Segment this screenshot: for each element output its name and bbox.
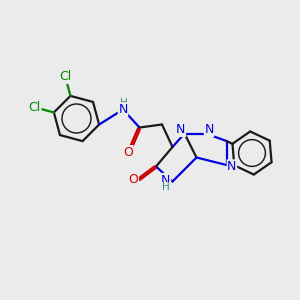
Text: N: N xyxy=(227,160,237,173)
Text: H: H xyxy=(162,182,170,193)
Text: Cl: Cl xyxy=(28,101,41,114)
Text: Cl: Cl xyxy=(59,70,71,83)
Text: N: N xyxy=(204,123,214,136)
Text: N: N xyxy=(161,173,171,187)
Text: O: O xyxy=(129,173,138,186)
Text: N: N xyxy=(118,103,128,116)
Text: O: O xyxy=(123,146,133,159)
Text: H: H xyxy=(120,98,128,108)
Text: N: N xyxy=(176,123,186,136)
